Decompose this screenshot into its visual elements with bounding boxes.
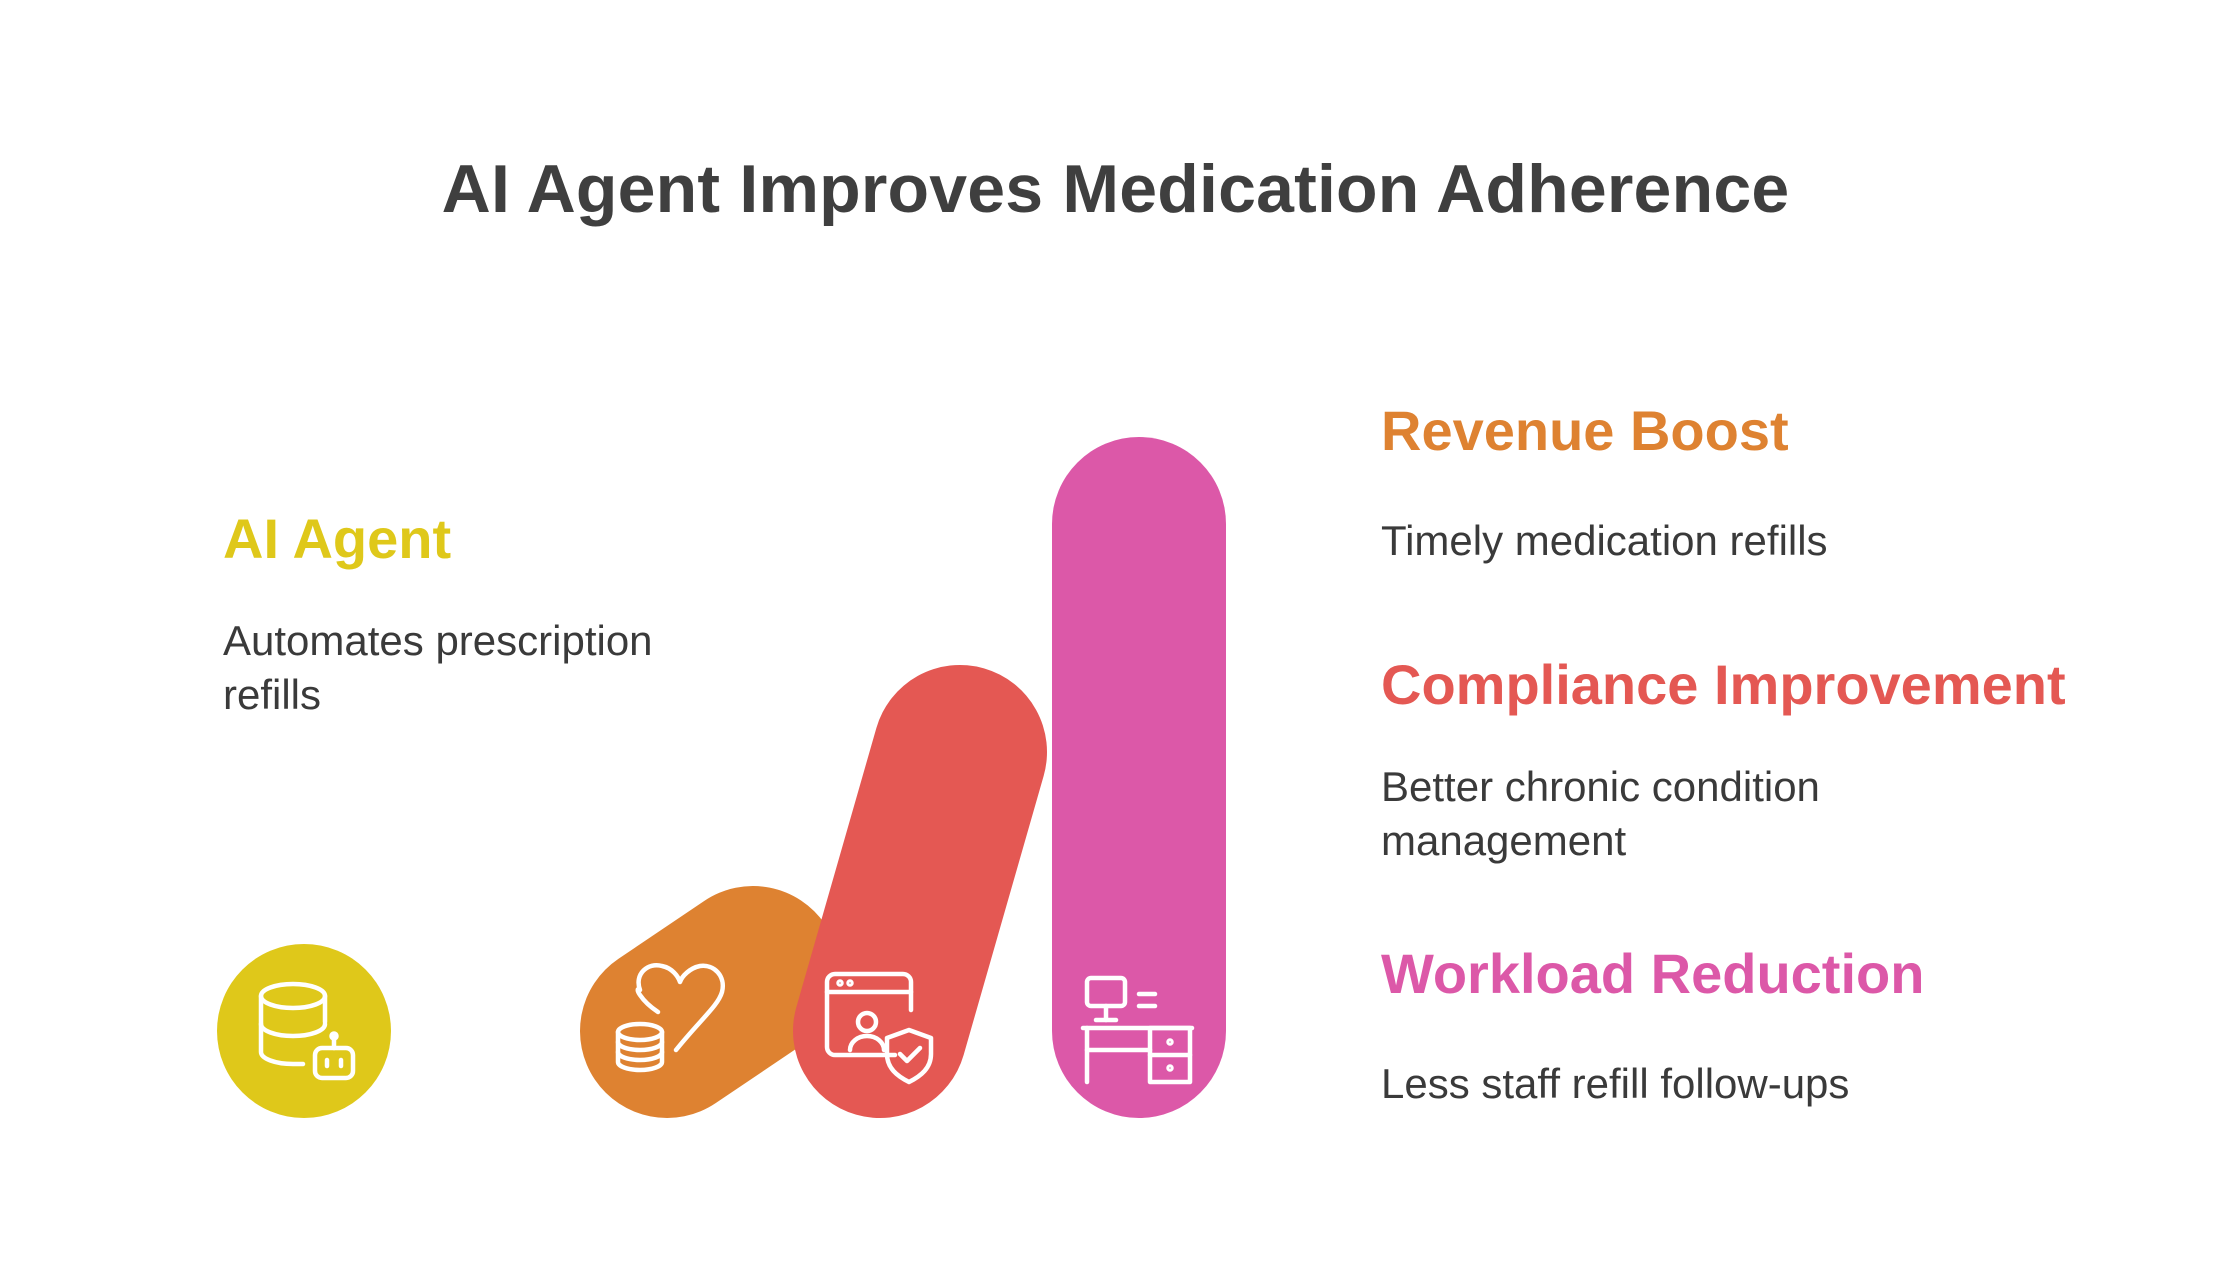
workload-reduction-pill <box>1052 437 1226 1118</box>
revenue-boost-label: Revenue Boost <box>1381 399 1789 462</box>
ai-agent-label: AI Agent <box>223 507 452 570</box>
compliance-improvement-pill <box>793 665 1047 1118</box>
page-title: AI Agent Improves Medication Adherence <box>441 151 1790 227</box>
desk-computer-icon <box>1080 975 1195 1085</box>
workload-reduction-description: Less staff refill follow-ups <box>1381 1060 1850 1107</box>
compliance-improvement-label: Compliance Improvement <box>1381 653 2066 716</box>
revenue-boost-pill <box>580 886 840 1118</box>
user-shield-window-icon <box>824 971 934 1085</box>
ai-agent-circle <box>217 944 391 1118</box>
database-robot-icon <box>258 981 356 1081</box>
workload-reduction-label: Workload Reduction <box>1381 942 1925 1005</box>
compliance-improvement-description: Better chronic condition management <box>1381 763 1820 864</box>
heart-coins-icon <box>615 962 726 1073</box>
revenue-boost-description: Timely medication refills <box>1381 517 1828 564</box>
ai-agent-description: Automates prescription refills <box>223 617 653 718</box>
